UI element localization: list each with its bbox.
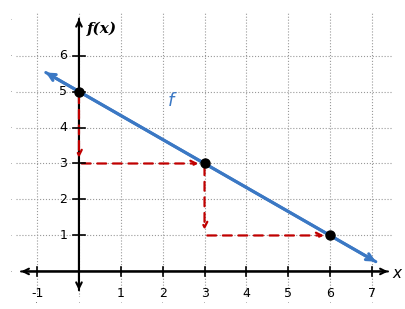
Text: 5: 5 xyxy=(284,286,292,299)
Text: 4: 4 xyxy=(60,121,67,134)
Text: 3: 3 xyxy=(60,157,67,170)
Text: $f$: $f$ xyxy=(167,91,177,109)
Text: -1: -1 xyxy=(31,286,43,299)
Text: 1: 1 xyxy=(117,286,125,299)
Text: 2: 2 xyxy=(60,193,67,206)
Text: 2: 2 xyxy=(159,286,166,299)
Text: 6: 6 xyxy=(60,49,67,62)
Text: 7: 7 xyxy=(368,286,376,299)
Text: x: x xyxy=(393,266,402,281)
Text: 6: 6 xyxy=(326,286,334,299)
Text: 4: 4 xyxy=(243,286,250,299)
Text: 5: 5 xyxy=(59,85,67,98)
Text: 3: 3 xyxy=(200,286,209,299)
Text: f(x): f(x) xyxy=(87,21,117,36)
Text: 1: 1 xyxy=(60,229,67,242)
